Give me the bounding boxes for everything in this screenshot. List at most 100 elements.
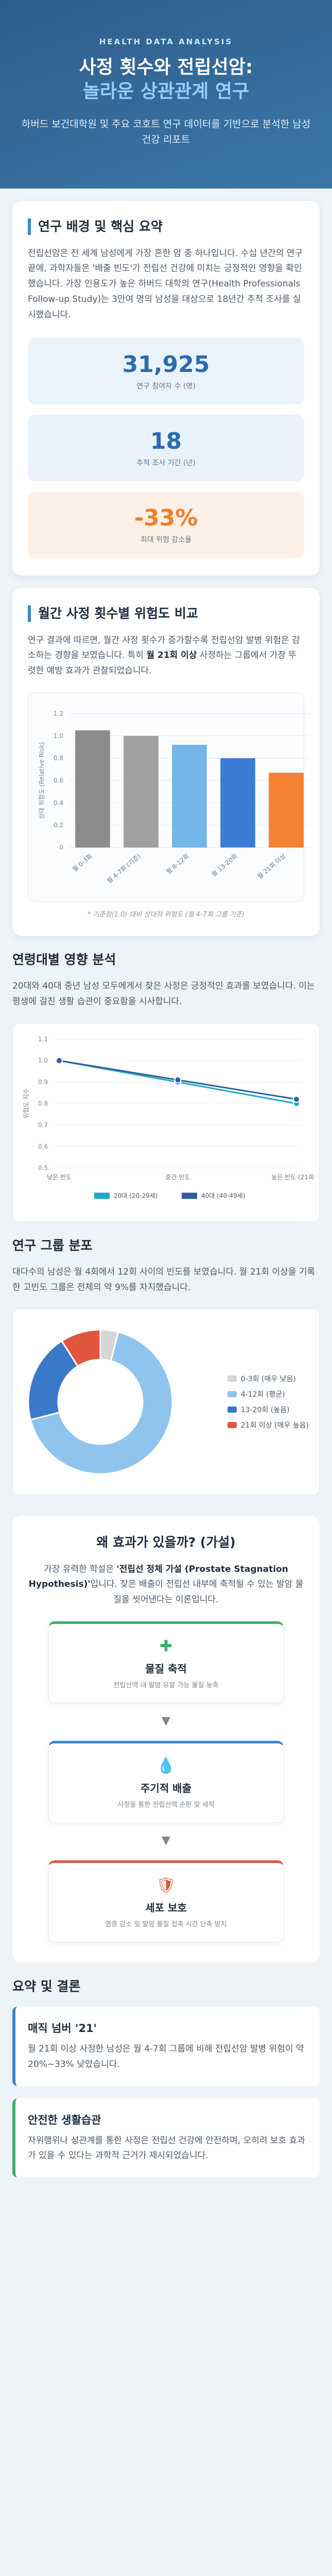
legend-swatch — [94, 1192, 110, 1199]
summary-item-safe-habit: 안전한 생활습관 자위행위나 성관계를 통한 사정은 전립선 건강에 안전하며,… — [12, 2098, 320, 2178]
arrow-down-icon: ▼ — [162, 1834, 170, 1847]
droplet-icon: 💧 — [156, 1756, 176, 1775]
legend-swatch — [227, 1376, 237, 1382]
flask-icon: ✚ — [159, 1637, 173, 1655]
pie-slice — [60, 1329, 101, 1368]
legend-label: 4-12회 (평균) — [240, 1391, 285, 1399]
legend-item: 4-12회 (평균) — [227, 1389, 309, 1399]
risk-body-bold: 월 21회 이상 — [146, 650, 197, 661]
background-card: 연구 배경 및 핵심 요약 전립선암은 전 세계 남성에게 가장 흔한 암 중 … — [12, 201, 320, 576]
legend-label: 40대 (40-49세) — [201, 1192, 245, 1199]
stat-participants-value: 31,925 — [122, 351, 210, 378]
hero-kicker: HEALTH DATA ANALYSIS — [99, 37, 233, 46]
x-tick-label: 월 0-3회 — [71, 852, 94, 873]
risk-body-pre: 연구 결과에 따르면, 월간 사정 횟수가 증가할수록 전립선암 발병 위험은 … — [28, 635, 300, 661]
x-tick-label: 중간 빈도 — [166, 1174, 190, 1181]
age-chart: 0.5 0.6 0.7 0.8 0.9 1.0 1.1 위험도 지수 낮은 빈도 중간 빈도 높은 … — [12, 1023, 322, 1222]
y-tick-label: 1.0 — [38, 1057, 48, 1064]
legend-swatch — [227, 1406, 237, 1413]
risk-body: 연구 결과에 따르면, 월간 사정 횟수가 증가할수록 전립선암 발병 위험은 … — [28, 633, 304, 679]
data-point — [293, 1095, 300, 1103]
stat-risk-reduction-label: 최대 위험 감소율 — [140, 536, 192, 545]
background-body: 전립선암은 전 세계 남성에게 가장 흔한 암 중 하나입니다. 수십 년간의 … — [28, 248, 303, 320]
summary-item-title: 매직 넘버 '21' — [28, 2022, 97, 2035]
dist-donut-chart — [27, 1329, 173, 1475]
y-tick-label: 0 — [59, 844, 63, 851]
age-body: 20대와 40대 중년 남성 모두에게서 찾은 사정은 긍정적인 효과를 보였습… — [12, 981, 315, 1007]
y-tick-label: 0.7 — [38, 1121, 48, 1128]
legend-swatch — [182, 1192, 197, 1199]
bar — [269, 772, 304, 848]
title-line-1: 사정 횟수와 전립선암: — [79, 57, 253, 78]
y-tick-label: 1.2 — [54, 710, 63, 717]
step-release-desc: 사정을 통한 전립선액 순환 및 세척 — [117, 1801, 215, 1809]
step-accumulation-title: 물질 축적 — [145, 1662, 187, 1675]
y-tick-label: 1.0 — [54, 732, 63, 739]
why-title: 왜 효과가 있을까? (가설) — [96, 1535, 236, 1550]
shield-icon: 🛡 — [156, 1876, 176, 1894]
why-body-bold: '전립선 정체 가설 (Prostate Stagnation Hypothes… — [28, 1564, 288, 1590]
why-body: 가장 유력한 학설은 '전립선 정체 가설 (Prostate Stagnati… — [28, 1562, 304, 1608]
legend-item: 13-20회 (높음) — [227, 1404, 309, 1415]
data-point — [56, 1057, 63, 1064]
legend-item: 21회 이상 (매우 높음) — [227, 1420, 309, 1430]
data-point — [174, 1076, 182, 1083]
risk-note: * 기준점(1.0) 대비 상대적 위험도 (월 4-7회 그룹 기준) — [87, 910, 245, 919]
stat-duration: 18 추적 조사 기간 (년) — [28, 415, 304, 482]
stat-participants: 31,925 연구 참여자 수 (명) — [28, 338, 304, 405]
step-accumulation: ✚ 물질 축적 전립선액 내 발암 유발 가능 물질 농축 — [48, 1621, 284, 1703]
dist-legend: 0-3회 (매우 낮음) 4-12회 (평균) 13-20회 (높음) 21회 이상 … — [227, 1374, 309, 1430]
summary-item-title: 안전한 생활습관 — [28, 2113, 101, 2126]
y-axis-label: 위험도 지수 — [23, 1088, 30, 1118]
legend-label: 20대 (20-29세) — [114, 1192, 158, 1199]
legend-label: 21회 이상 (매우 높음) — [240, 1421, 309, 1430]
legend-swatch — [227, 1391, 237, 1398]
why-body-post: 입니다. 잦은 배출이 전립선 내부에 축적될 수 있는 발암 물질을 씻어낸다… — [90, 1579, 304, 1605]
step-protection: 🛡 세포 보호 염증 감소 및 발암 물질 접촉 시간 단축 방지 — [48, 1860, 284, 1942]
step-protection-desc: 염증 감소 및 발암 물질 접촉 시간 단축 방지 — [105, 1920, 227, 1928]
background-title: 연구 배경 및 핵심 요약 — [28, 218, 304, 235]
stat-participants-label: 연구 참여자 수 (명) — [136, 382, 196, 391]
legend-label: 13-20회 (높음) — [240, 1406, 290, 1415]
age-section: 연령대별 영향 분석 20대와 40대 중년 남성 모두에게서 찾은 사정은 긍… — [0, 936, 332, 1222]
stat-duration-value: 18 — [150, 428, 182, 455]
y-tick-label: 0.6 — [54, 777, 63, 784]
bar — [75, 730, 110, 848]
dist-body: 대다수의 남성은 월 4회에서 12회 사이의 빈도를 보였습니다. 월 21회… — [12, 1266, 316, 1293]
hero-subtitle: 하버드 보건대학원 및 주요 코호트 연구 데이터를 기반으로 분석한 남성 건… — [21, 118, 311, 145]
summary-title: 요약 및 결론 — [12, 1978, 81, 1994]
age-title: 연령대별 영향 분석 — [12, 952, 116, 967]
risk-bar-chart: 0 0.2 0.4 0.6 0.8 1.0 1.2 상대 위험도 (Relative Risk… — [38, 710, 310, 885]
legend-swatch — [227, 1422, 237, 1429]
arrow-down-icon: ▼ — [162, 1714, 170, 1727]
why-section: 왜 효과가 있을까? (가설) 가장 유력한 학설은 '전립선 정체 가설 (P… — [12, 1516, 320, 1963]
bar — [124, 736, 159, 848]
y-tick-label: 0.9 — [38, 1078, 48, 1086]
why-body-pre: 가장 유력한 학설은 — [44, 1564, 117, 1574]
risk-card: 월간 사정 횟수별 위험도 비교 연구 결과에 따르면, 월간 사정 횟수가 증… — [12, 588, 320, 936]
y-tick-label: 0.8 — [38, 1100, 48, 1107]
step-release: 💧 주기적 배출 사정을 통한 전립선액 순환 및 세척 — [48, 1740, 284, 1823]
stat-risk-reduction: -33% 최대 위험 감소율 — [28, 492, 304, 558]
y-tick-label: 1.1 — [38, 1036, 48, 1043]
y-tick-label: 0.6 — [38, 1143, 48, 1150]
stat-duration-label: 추적 조사 기간 (년) — [136, 459, 196, 468]
step-release-title: 주기적 배출 — [141, 1782, 191, 1794]
risk-body-post: 사정하는 그룹에서 가장 뚜렷한 예방 효과가 관찰되었습니다. — [28, 650, 297, 676]
legend-item: 0-3회 (매우 낮음) — [227, 1374, 309, 1384]
dist-title: 연구 그룹 분포 — [12, 1238, 93, 1253]
x-tick-label: 낮은 빈도 — [47, 1174, 72, 1181]
x-tick-label: 월 8-12회 — [165, 852, 190, 875]
summary-item-body: 월 21회 이상 사정한 남성은 월 4-7회 그룹에 비해 전립선암 발병 위… — [28, 2044, 304, 2070]
dist-chart: 0-3회 (매우 낮음) 4-12회 (평균) 13-20회 (높음) 21회 이상 … — [12, 1309, 320, 1496]
x-tick-label: 월 4-7회 (기준) — [106, 852, 142, 885]
y-tick-label: 0.2 — [54, 822, 63, 829]
summary-section: 요약 및 결론 — [0, 1963, 332, 1994]
summary-item-body: 자위행위나 성관계를 통한 사정은 전립선 건강에 안전하며, 오히려 보호 효… — [28, 2135, 305, 2161]
bar — [220, 758, 255, 848]
step-protection-title: 세포 보호 — [145, 1901, 187, 1914]
y-tick-label: 0.8 — [54, 755, 63, 762]
risk-chart: 0 0.2 0.4 0.6 0.8 1.0 1.2 상대 위험도 (Relative Risk… — [28, 692, 310, 902]
stats-group: 31,925 연구 참여자 수 (명) 18 추적 조사 기간 (년) -33%… — [28, 338, 304, 558]
risk-title: 월간 사정 횟수별 위험도 비교 — [28, 605, 304, 622]
